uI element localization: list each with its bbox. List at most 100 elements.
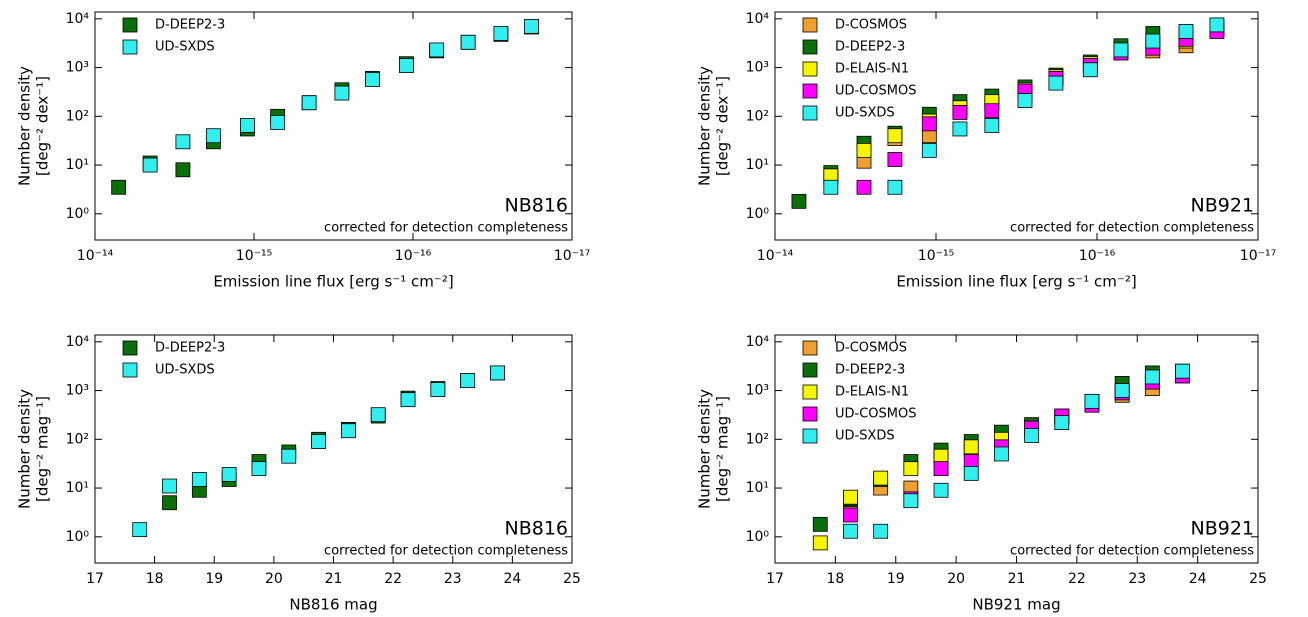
x-tick-label: 18: [826, 571, 844, 587]
point: [221, 467, 237, 482]
legend-marker: [802, 105, 818, 121]
legend-marker: [122, 39, 138, 55]
legend-marker: [802, 340, 818, 356]
legend-marker: [802, 428, 818, 444]
point: [162, 478, 177, 494]
x-tick-label: 24: [503, 571, 521, 587]
point: [460, 373, 476, 389]
legend-label: UD-SXDS: [835, 106, 895, 121]
legend-label: D-COSMOS: [835, 341, 907, 356]
x-tick-label: 20: [947, 571, 965, 587]
point: [1145, 33, 1161, 49]
x-tick-label: 21: [1008, 571, 1026, 587]
legend-label: D-DEEP2-3: [155, 341, 225, 356]
point: [1017, 93, 1033, 109]
panel: 10⁻¹⁴ 10⁻¹⁵ 10⁻¹⁶ 10⁻¹⁷ 10⁰ 10¹ 10² 10³ 10⁴ D-DEE…: [16, 11, 591, 291]
y-tick-label: 10⁰: [66, 529, 90, 545]
point: [524, 18, 539, 34]
legend-marker: [802, 61, 818, 77]
x-tick-label: 25: [1249, 571, 1267, 587]
point: [791, 193, 807, 209]
annotation-note: corrected for detection completeness: [324, 544, 568, 559]
point: [162, 495, 177, 511]
axes-frame: [94, 11, 573, 241]
point: [963, 439, 979, 455]
y-axis-label: [deg⁻² dex⁻¹]: [34, 76, 52, 176]
point: [132, 522, 148, 538]
y-tick-label: 10⁰: [746, 529, 770, 545]
point: [1084, 393, 1100, 409]
x-axis-label: NB921 mag: [972, 596, 1060, 614]
annotation-note: corrected for detection completeness: [324, 221, 568, 236]
point: [370, 407, 386, 423]
annotation-note: corrected for detection completeness: [1010, 544, 1254, 559]
legend-label: D-DEEP2-3: [155, 18, 225, 33]
point: [1054, 415, 1070, 431]
x-tick-label: 20: [265, 571, 283, 587]
x-tick-label: 10⁻¹⁵: [236, 248, 272, 264]
legend-marker: [802, 406, 818, 422]
x-tick-label: 10⁻¹⁶: [395, 248, 432, 264]
point: [1175, 363, 1190, 379]
annotation-band: NB921: [1190, 518, 1254, 540]
point: [430, 382, 446, 397]
y-tick-label: 10¹: [66, 480, 89, 496]
legend-marker: [802, 17, 818, 33]
legend-marker: [802, 83, 818, 99]
y-tick-label: 10⁰: [66, 206, 90, 222]
x-tick-label: 10⁻¹⁴: [77, 248, 114, 264]
point: [334, 85, 350, 101]
point: [921, 116, 937, 132]
point: [921, 142, 937, 158]
x-tick-label: 10⁻¹⁴: [757, 248, 794, 264]
point: [460, 34, 476, 50]
point: [206, 128, 221, 144]
point: [1209, 17, 1225, 33]
y-tick-label: 10³: [746, 60, 769, 76]
y-tick-label: 10²: [746, 431, 769, 447]
legend-marker: [122, 340, 138, 356]
x-tick-label: 17: [86, 571, 104, 587]
y-axis-label: Number density: [696, 389, 714, 509]
point: [887, 128, 903, 144]
y-axis-label: Number density: [16, 389, 34, 509]
point: [400, 392, 416, 408]
y-tick-label: 10³: [66, 383, 89, 399]
axes-frame: [94, 334, 573, 564]
panel: 10⁻¹⁴ 10⁻¹⁵ 10⁻¹⁶ 10⁻¹⁷ 10⁰ 10¹ 10² 10³ 10⁴ D-COS…: [696, 11, 1277, 291]
point: [812, 535, 828, 551]
y-axis-label: Number density: [16, 66, 34, 186]
y-tick-label: 10⁴: [746, 11, 770, 27]
y-tick-label: 10⁴: [66, 334, 90, 350]
y-tick-label: 10¹: [746, 480, 769, 496]
legend-marker: [122, 362, 138, 378]
point: [856, 142, 872, 158]
point: [994, 446, 1009, 462]
point: [984, 103, 1000, 119]
panel: 17 18 19 20 21 22 23 24 25 10⁰ 10¹ 10² 10³ 10⁴ D-DEEP2…: [16, 334, 581, 614]
y-tick-label: 10¹: [746, 157, 769, 173]
point: [490, 365, 505, 381]
point: [1024, 428, 1039, 443]
point: [1048, 75, 1064, 91]
point: [903, 493, 919, 509]
legend-marker: [122, 17, 138, 33]
point: [365, 72, 380, 87]
point: [493, 26, 509, 41]
point: [270, 114, 286, 130]
x-tick-label: 23: [1128, 571, 1146, 587]
y-tick-label: 10³: [746, 383, 769, 399]
point: [240, 118, 255, 133]
y-tick-label: 10⁴: [746, 334, 770, 350]
point: [175, 134, 191, 150]
point: [111, 179, 127, 195]
point: [873, 523, 889, 539]
x-axis-label: Emission line flux [erg s⁻¹ cm⁻²]: [213, 273, 453, 291]
annotation-band: NB921: [1190, 195, 1254, 217]
y-tick-label: 10³: [66, 60, 89, 76]
x-tick-label: 25: [563, 571, 581, 587]
x-tick-label: 22: [384, 571, 402, 587]
axes-frame: [774, 11, 1259, 241]
point: [963, 465, 979, 481]
